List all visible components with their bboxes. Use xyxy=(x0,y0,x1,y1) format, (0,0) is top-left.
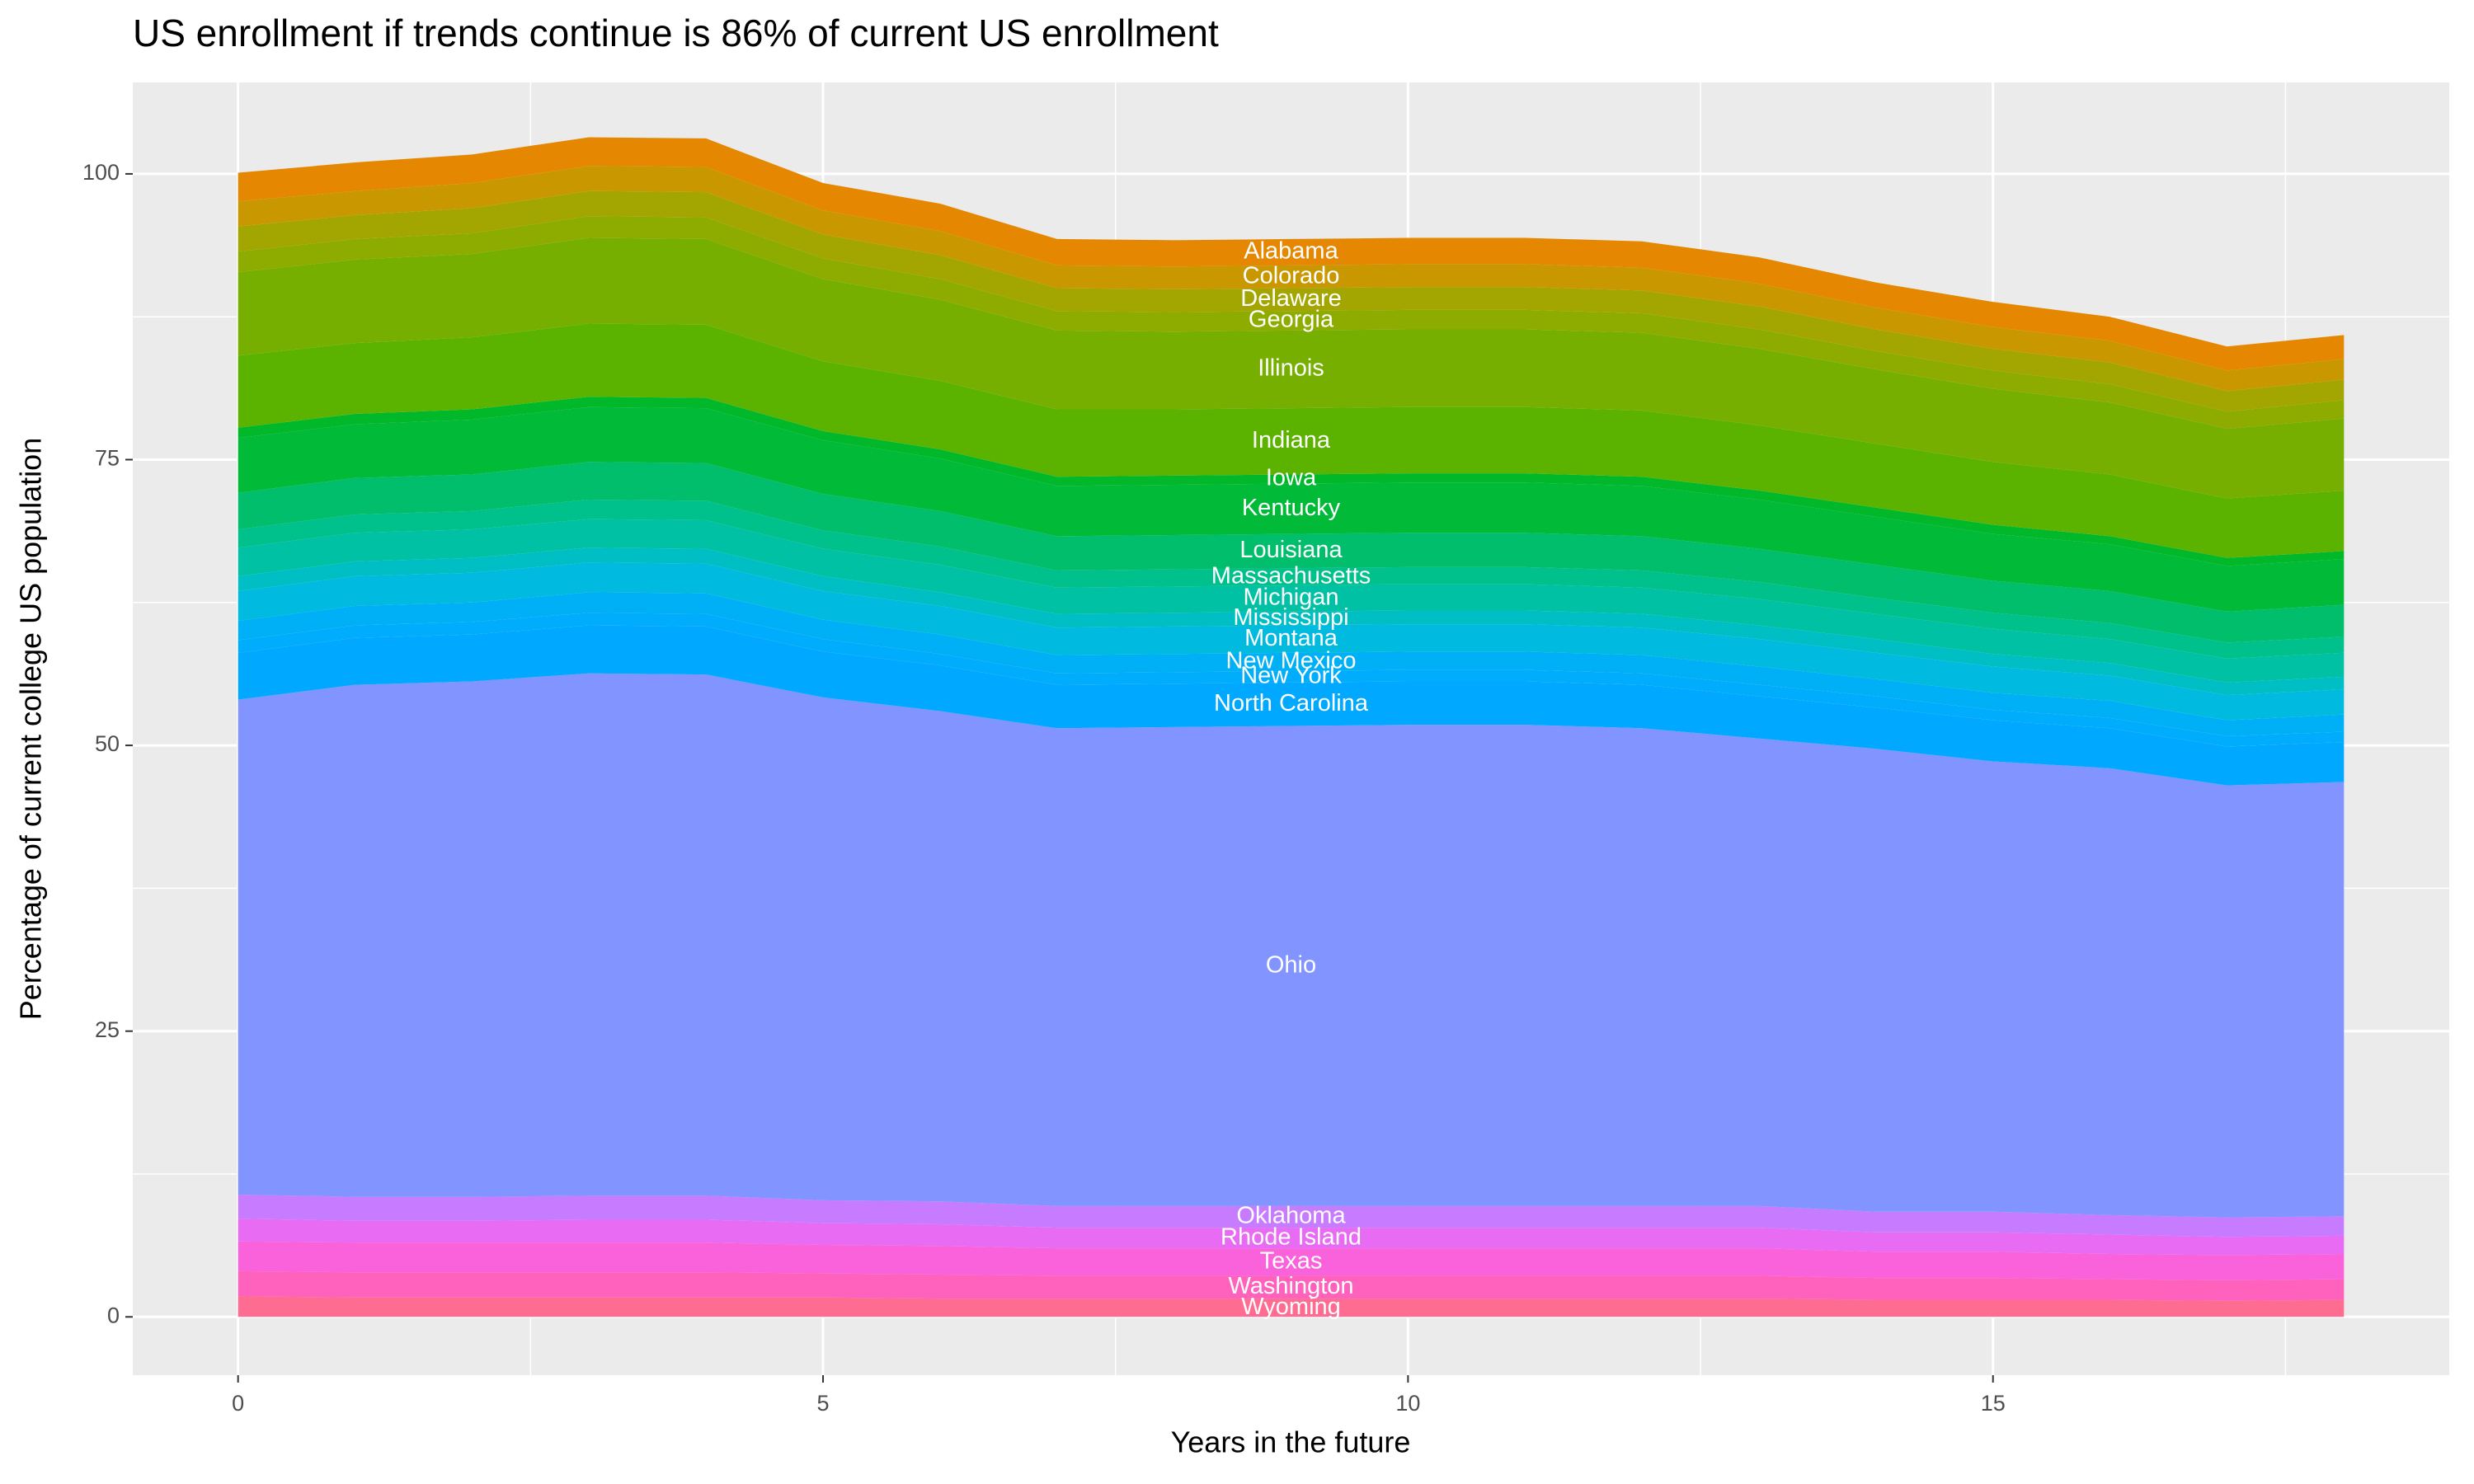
area xyxy=(238,547,2345,696)
area-label: Mississippi xyxy=(1233,604,1348,631)
area-label: Wyoming xyxy=(1241,1294,1341,1320)
area-label: Illinois xyxy=(1258,355,1324,382)
area-label: Louisiana xyxy=(1239,537,1343,563)
area xyxy=(238,397,2345,566)
area-label: Delaware xyxy=(1240,285,1342,312)
area xyxy=(238,237,2345,499)
areas xyxy=(238,137,2345,1317)
area xyxy=(238,462,2345,643)
y-tick-label: 50 xyxy=(95,731,120,756)
area-label: Iowa xyxy=(1266,465,1317,491)
area xyxy=(238,190,2345,412)
area xyxy=(238,613,2345,747)
area xyxy=(238,562,2345,721)
area xyxy=(238,216,2345,430)
area xyxy=(238,1270,2345,1301)
area xyxy=(238,1219,2345,1256)
y-tick-label: 100 xyxy=(82,160,120,185)
area xyxy=(238,166,2345,392)
area xyxy=(238,500,2345,659)
area xyxy=(238,592,2345,737)
x-tick-label: 0 xyxy=(232,1391,244,1416)
y-tick-label: 25 xyxy=(95,1017,120,1042)
area xyxy=(238,1241,2345,1280)
y-tick-label: 0 xyxy=(107,1303,120,1327)
chart-title: US enrollment if trends continue is 86% … xyxy=(133,12,1219,54)
area-label: Oklahoma xyxy=(1236,1203,1346,1229)
area-label: New Mexico xyxy=(1226,648,1357,674)
area-label: Colorado xyxy=(1243,262,1340,289)
x-tick-label: 15 xyxy=(1981,1391,2006,1416)
area-label: North Carolina xyxy=(1214,690,1369,716)
area-label: Washington xyxy=(1228,1273,1353,1299)
area-label: Michigan xyxy=(1243,585,1338,611)
y-tick-label: 75 xyxy=(95,446,120,471)
x-tick-label: 10 xyxy=(1395,1391,1420,1416)
area-label: Massachusetts xyxy=(1211,562,1371,589)
area-label: Indiana xyxy=(1252,427,1331,453)
area xyxy=(238,1194,2345,1237)
area xyxy=(238,137,2345,371)
area-label: Rhode Island xyxy=(1221,1223,1362,1250)
area xyxy=(238,519,2345,683)
area xyxy=(238,323,2345,558)
y-axis-title: Percentage of current college US populat… xyxy=(14,438,48,1020)
area-label: Montana xyxy=(1244,625,1338,651)
area xyxy=(238,406,2345,612)
x-tick-label: 5 xyxy=(817,1391,830,1416)
area-label: Texas xyxy=(1260,1247,1323,1274)
area-label: New York xyxy=(1240,663,1342,689)
area xyxy=(238,673,2345,1218)
x-axis-title: Years in the future xyxy=(1171,1425,1411,1459)
area-label: Kentucky xyxy=(1242,495,1341,521)
area-label: Georgia xyxy=(1249,307,1334,333)
area xyxy=(238,1296,2345,1317)
area-label: Ohio xyxy=(1266,951,1316,978)
area xyxy=(238,625,2345,786)
area-label: Alabama xyxy=(1244,238,1338,265)
